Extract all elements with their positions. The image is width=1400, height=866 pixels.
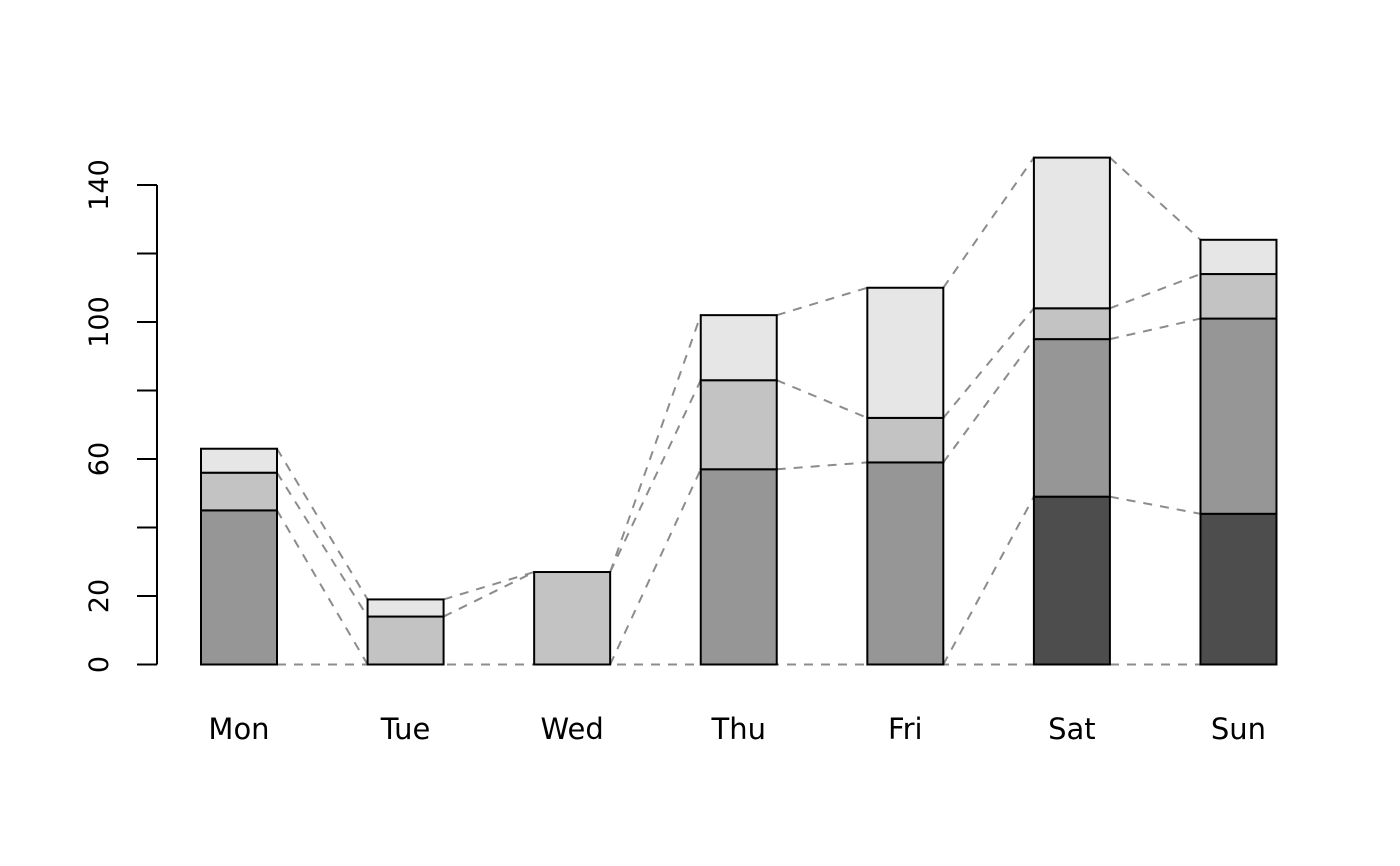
connector-line xyxy=(276,509,369,666)
bar-segment xyxy=(699,468,778,666)
connector-line xyxy=(776,379,868,419)
connector-line xyxy=(609,314,702,573)
connector-line xyxy=(276,472,369,618)
x-axis-label: Thu xyxy=(710,712,765,746)
bar-segment xyxy=(1032,495,1111,666)
bar-segment xyxy=(366,598,445,618)
connector-line xyxy=(776,461,868,471)
bar-segment xyxy=(866,286,945,419)
x-axis-label: Wed xyxy=(541,712,604,746)
connector-line xyxy=(609,468,702,665)
connector-line xyxy=(443,571,535,618)
y-tick-label: 0 xyxy=(84,656,115,673)
bar-segment xyxy=(866,416,945,464)
bar-segment xyxy=(1199,512,1278,666)
bar-segment xyxy=(200,471,278,512)
connector-line xyxy=(276,448,369,600)
bar-segment xyxy=(1032,307,1111,341)
connector-line xyxy=(1109,273,1201,310)
connector-line xyxy=(1109,317,1201,341)
bar-segment xyxy=(1199,238,1278,276)
y-tick-label: 60 xyxy=(84,442,115,476)
x-axis-label: Sat xyxy=(1048,712,1096,746)
connector-line xyxy=(443,571,535,601)
y-tick-label: 140 xyxy=(84,159,115,211)
bar-segment xyxy=(200,447,278,474)
x-axis-label: Mon xyxy=(208,712,269,746)
bar-segment xyxy=(533,571,612,666)
connector-line xyxy=(942,496,1035,665)
connector-line xyxy=(1109,156,1202,241)
bar-segment xyxy=(1032,338,1111,498)
bar-segment xyxy=(1032,156,1111,310)
bar-segment xyxy=(699,379,778,471)
connector-line xyxy=(1109,495,1201,515)
connector-line xyxy=(609,379,702,573)
y-tick-label: 20 xyxy=(84,579,115,613)
y-tick-label: 100 xyxy=(84,296,115,348)
x-axis-label: Tue xyxy=(380,712,431,746)
bar-segment xyxy=(866,461,945,666)
connector-line xyxy=(942,157,1035,289)
bar-segment xyxy=(699,314,778,382)
x-axis-label: Fri xyxy=(888,712,923,746)
bar-segment xyxy=(200,509,278,666)
bar-segment xyxy=(1199,273,1278,320)
bar-segment xyxy=(1199,317,1278,515)
connector-line xyxy=(942,307,1035,419)
bar-segment xyxy=(366,615,445,666)
connector-line xyxy=(942,338,1035,464)
x-axis-label: Sun xyxy=(1211,712,1266,746)
connector-line xyxy=(776,286,868,317)
